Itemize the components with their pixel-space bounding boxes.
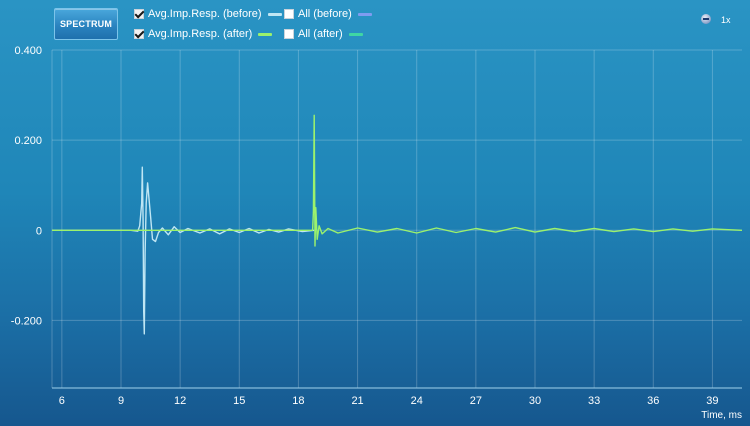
- legend-all-after[interactable]: All (after): [284, 27, 363, 41]
- avg-after-swatch: [258, 32, 273, 36]
- y-tick-label: 0.200: [14, 135, 42, 147]
- avg-before-checkbox[interactable]: [134, 9, 144, 19]
- x-tick-label: 36: [647, 395, 659, 407]
- x-tick-label: 9: [118, 395, 124, 407]
- x-tick-label: 6: [59, 395, 65, 407]
- legend-avg-before[interactable]: Avg.Imp.Resp. (before): [134, 7, 282, 21]
- series-line-after: [52, 114, 743, 247]
- avg-before-label: Avg.Imp.Resp. (before): [148, 8, 262, 20]
- all-before-checkbox[interactable]: [284, 9, 294, 19]
- x-tick-label: 18: [292, 395, 304, 407]
- all-after-checkbox[interactable]: [284, 29, 294, 39]
- x-tick-label: 24: [411, 395, 423, 407]
- zoom-level: 1x: [721, 15, 731, 25]
- x-tick-label: 27: [470, 395, 482, 407]
- series-layer: [52, 114, 743, 335]
- avg-after-checkbox[interactable]: [134, 29, 144, 39]
- x-tick-label: 15: [233, 395, 245, 407]
- grid: [51, 49, 742, 388]
- avg-after-label: Avg.Imp.Resp. (after): [148, 28, 253, 40]
- legend-all-before[interactable]: All (before): [284, 7, 372, 21]
- all-before-label: All (before): [298, 8, 352, 20]
- zoom-out-icon[interactable]: [701, 14, 711, 24]
- x-tick-label: 12: [174, 395, 186, 407]
- spectrum-button[interactable]: SPECTRUM: [54, 8, 118, 40]
- x-tick-label: 39: [706, 395, 718, 407]
- avg-before-swatch: [267, 12, 282, 16]
- x-axis-title: Time, ms: [701, 410, 742, 421]
- y-tick-label: -0.200: [11, 315, 42, 327]
- x-tick-label: 30: [529, 395, 541, 407]
- y-tick-label: 0.400: [14, 45, 42, 57]
- x-tick-label: 33: [588, 395, 600, 407]
- x-axis-ticks: 6 9 12 15 18 21 24 27 30 33 36 39: [59, 395, 719, 407]
- x-tick-label: 21: [351, 395, 363, 407]
- all-after-label: All (after): [298, 28, 343, 40]
- all-before-swatch: [357, 12, 372, 16]
- series-line-before: [52, 166, 315, 335]
- all-after-swatch: [348, 32, 363, 36]
- y-axis-ticks: 0.400 0.200 0 -0.200: [11, 45, 42, 327]
- legend-avg-after[interactable]: Avg.Imp.Resp. (after): [134, 27, 273, 41]
- y-tick-label: 0: [36, 225, 42, 237]
